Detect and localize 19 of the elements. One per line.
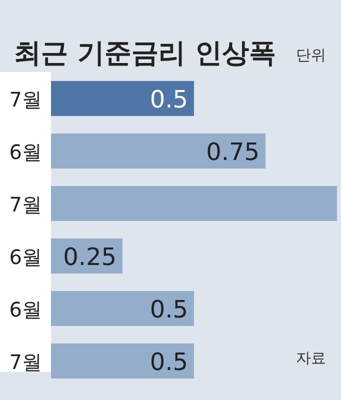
bar [51, 186, 337, 221]
bar [51, 134, 266, 168]
data-label: 0.5 [150, 348, 188, 376]
chart-title: 최근 기준금리 인상폭 [14, 38, 276, 69]
y-tick-label: 6월 [9, 140, 42, 164]
bar [51, 81, 194, 116]
bar [51, 344, 194, 378]
bar [51, 291, 194, 326]
text: 단위 [296, 46, 326, 64]
data-label: 0.25 [63, 243, 116, 271]
y-tick-label: 6월 [9, 298, 42, 322]
data-label: 0.5 [150, 86, 188, 114]
annotation: 자료 [296, 349, 326, 367]
y-tick-label: 7월 [9, 192, 42, 216]
y-tick-label: 6월 [9, 245, 42, 269]
data-label: 0.5 [150, 296, 188, 324]
y-tick-label: 7월 [9, 88, 42, 112]
y-tick-label: 7월 [9, 350, 42, 374]
data-label: 0.75 [206, 138, 260, 166]
